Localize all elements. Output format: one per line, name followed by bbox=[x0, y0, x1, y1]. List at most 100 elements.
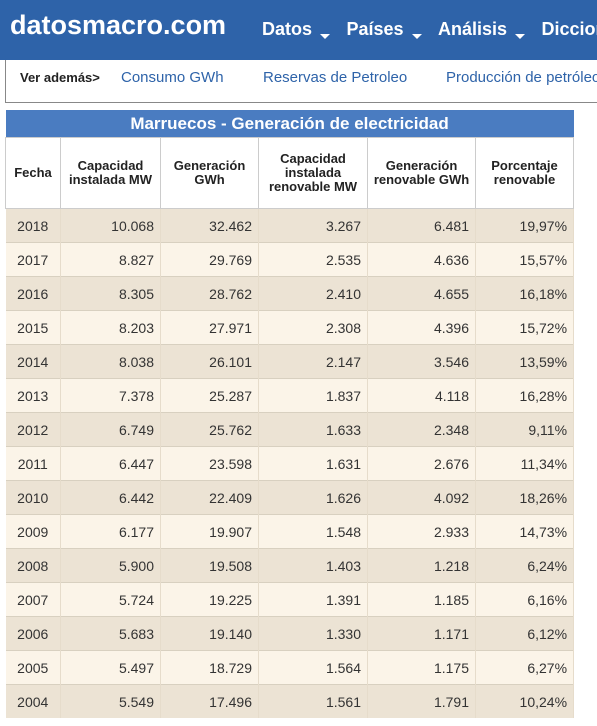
nav-diccionario[interactable]: Diccion bbox=[541, 19, 597, 40]
link-consumo-gwh[interactable]: Consumo GWh bbox=[121, 69, 224, 86]
cell-capacidad-renovable: 2.308 bbox=[258, 310, 368, 345]
cell-porcentaje-renovable: 15,72% bbox=[475, 310, 575, 345]
cell-fecha: 2006 bbox=[5, 616, 61, 651]
cell-capacidad-renovable: 1.330 bbox=[258, 616, 368, 651]
table-title: Marruecos - Generación de electricidad bbox=[5, 110, 574, 138]
cell-generacion: 19.907 bbox=[160, 514, 259, 549]
table-row: 2018 10.068 32.462 3.267 6.481 19,97% bbox=[5, 208, 575, 243]
cell-capacidad-instalada: 8.827 bbox=[60, 242, 161, 277]
table-header-row: Fecha Capacidad instalada MW Generación … bbox=[5, 137, 575, 209]
nav-paises-label: Países bbox=[346, 19, 404, 39]
cell-generacion-renovable: 1.218 bbox=[367, 548, 476, 583]
table-body: Marruecos - Generación de electricidad F… bbox=[5, 110, 575, 718]
cell-porcentaje-renovable: 16,18% bbox=[475, 276, 575, 311]
cell-generacion-renovable: 1.171 bbox=[367, 616, 476, 651]
link-reservas-petroleo[interactable]: Reservas de Petroleo bbox=[263, 69, 408, 86]
cell-generacion-renovable: 6.481 bbox=[367, 208, 476, 243]
cell-capacidad-instalada: 6.447 bbox=[60, 446, 161, 481]
site-logo[interactable]: datosmacro.com bbox=[10, 10, 227, 40]
column-header-capacidad-renovable[interactable]: Capacidad instalada renovable MW bbox=[258, 137, 368, 209]
cell-capacidad-instalada: 7.378 bbox=[60, 378, 161, 413]
column-header-capacidad-instalada[interactable]: Capacidad instalada MW bbox=[60, 137, 161, 209]
cell-fecha: 2009 bbox=[5, 514, 61, 549]
cell-capacidad-renovable: 2.410 bbox=[258, 276, 368, 311]
cell-capacidad-renovable: 1.548 bbox=[258, 514, 368, 549]
electricity-generation-table: Marruecos - Generación de electricidad F… bbox=[5, 110, 575, 718]
cell-capacidad-renovable: 2.147 bbox=[258, 344, 368, 379]
column-header-generacion[interactable]: Generación GWh bbox=[160, 137, 259, 209]
chevron-down-icon bbox=[320, 34, 331, 39]
cell-porcentaje-renovable: 6,27% bbox=[475, 650, 575, 685]
cell-generacion: 19.508 bbox=[160, 548, 259, 583]
cell-porcentaje-renovable: 6,12% bbox=[475, 616, 575, 651]
cell-capacidad-instalada: 8.203 bbox=[60, 310, 161, 345]
cell-porcentaje-renovable: 10,24% bbox=[475, 684, 575, 718]
chevron-down-icon bbox=[411, 34, 422, 39]
cell-generacion-renovable: 4.636 bbox=[367, 242, 476, 277]
cell-porcentaje-renovable: 6,24% bbox=[475, 548, 575, 583]
cell-generacion-renovable: 2.348 bbox=[367, 412, 476, 447]
nav-diccionario-label: Diccion bbox=[541, 19, 597, 39]
cell-generacion: 25.762 bbox=[160, 412, 259, 447]
cell-porcentaje-renovable: 18,26% bbox=[475, 480, 575, 515]
table-row: 2012 6.749 25.762 1.633 2.348 9,11% bbox=[5, 412, 575, 447]
column-header-porcentaje-renovable[interactable]: Porcentaje renovable bbox=[474, 137, 575, 209]
cell-capacidad-instalada: 5.497 bbox=[60, 650, 161, 685]
cell-fecha: 2018 bbox=[5, 208, 61, 243]
cell-fecha: 2012 bbox=[5, 412, 61, 447]
cell-porcentaje-renovable: 9,11% bbox=[475, 412, 575, 447]
cell-generacion: 28.762 bbox=[160, 276, 259, 311]
table-row: 2017 8.827 29.769 2.535 4.636 15,57% bbox=[5, 242, 575, 277]
cell-generacion-renovable: 1.175 bbox=[367, 650, 476, 685]
cell-generacion: 19.140 bbox=[160, 616, 259, 651]
nav-analisis[interactable]: Análisis bbox=[437, 19, 526, 40]
cell-generacion: 26.101 bbox=[160, 344, 259, 379]
cell-generacion-renovable: 2.676 bbox=[367, 446, 476, 481]
cell-capacidad-instalada: 10.068 bbox=[60, 208, 161, 243]
cell-fecha: 2016 bbox=[5, 276, 61, 311]
cell-generacion-renovable: 4.118 bbox=[367, 378, 476, 413]
column-header-fecha[interactable]: Fecha bbox=[5, 137, 61, 209]
cell-capacidad-renovable: 1.403 bbox=[258, 548, 368, 583]
nav-datos[interactable]: Datos bbox=[262, 19, 331, 40]
cell-capacidad-renovable: 1.631 bbox=[258, 446, 368, 481]
cell-generacion: 25.287 bbox=[160, 378, 259, 413]
cell-capacidad-instalada: 8.305 bbox=[60, 276, 161, 311]
cell-capacidad-instalada: 6.442 bbox=[60, 480, 161, 515]
cell-generacion: 27.971 bbox=[160, 310, 259, 345]
cell-fecha: 2007 bbox=[5, 582, 61, 617]
cell-capacidad-renovable: 1.633 bbox=[258, 412, 368, 447]
table-row: 2010 6.442 22.409 1.626 4.092 18,26% bbox=[5, 480, 575, 515]
cell-fecha: 2011 bbox=[5, 446, 61, 481]
top-navigation-bar: datosmacro.com Datos Países Análisis Dic… bbox=[0, 0, 597, 60]
cell-capacidad-renovable: 1.626 bbox=[258, 480, 368, 515]
table-row: 2009 6.177 19.907 1.548 2.933 14,73% bbox=[5, 514, 575, 549]
table-row: 2016 8.305 28.762 2.410 4.655 16,18% bbox=[5, 276, 575, 311]
see-also-label: Ver además> bbox=[20, 70, 100, 85]
cell-capacidad-instalada: 5.549 bbox=[60, 684, 161, 718]
cell-capacidad-instalada: 5.683 bbox=[60, 616, 161, 651]
cell-capacidad-instalada: 5.900 bbox=[60, 548, 161, 583]
cell-generacion-renovable: 1.791 bbox=[367, 684, 476, 718]
nav-analisis-label: Análisis bbox=[437, 19, 508, 39]
cell-generacion: 29.769 bbox=[160, 242, 259, 277]
column-header-generacion-renovable[interactable]: Generación renovable GWh bbox=[367, 137, 476, 209]
cell-capacidad-renovable: 1.391 bbox=[258, 582, 368, 617]
table-row: 2007 5.724 19.225 1.391 1.185 6,16% bbox=[5, 582, 575, 617]
cell-generacion: 18.729 bbox=[160, 650, 259, 685]
cell-generacion: 19.225 bbox=[160, 582, 259, 617]
cell-fecha: 2014 bbox=[5, 344, 61, 379]
nav-paises[interactable]: Países bbox=[346, 19, 422, 40]
link-produccion-petroleo[interactable]: Producción de petróleo bbox=[446, 69, 597, 86]
cell-generacion-renovable: 2.933 bbox=[367, 514, 476, 549]
cell-fecha: 2017 bbox=[5, 242, 61, 277]
cell-porcentaje-renovable: 14,73% bbox=[475, 514, 575, 549]
cell-generacion-renovable: 3.546 bbox=[367, 344, 476, 379]
cell-porcentaje-renovable: 19,97% bbox=[475, 208, 575, 243]
table-row: 2014 8.038 26.101 2.147 3.546 13,59% bbox=[5, 344, 575, 379]
cell-porcentaje-renovable: 11,34% bbox=[475, 446, 575, 481]
cell-capacidad-instalada: 6.749 bbox=[60, 412, 161, 447]
table-row: 2006 5.683 19.140 1.330 1.171 6,12% bbox=[5, 616, 575, 651]
cell-capacidad-instalada: 8.038 bbox=[60, 344, 161, 379]
cell-fecha: 2013 bbox=[5, 378, 61, 413]
